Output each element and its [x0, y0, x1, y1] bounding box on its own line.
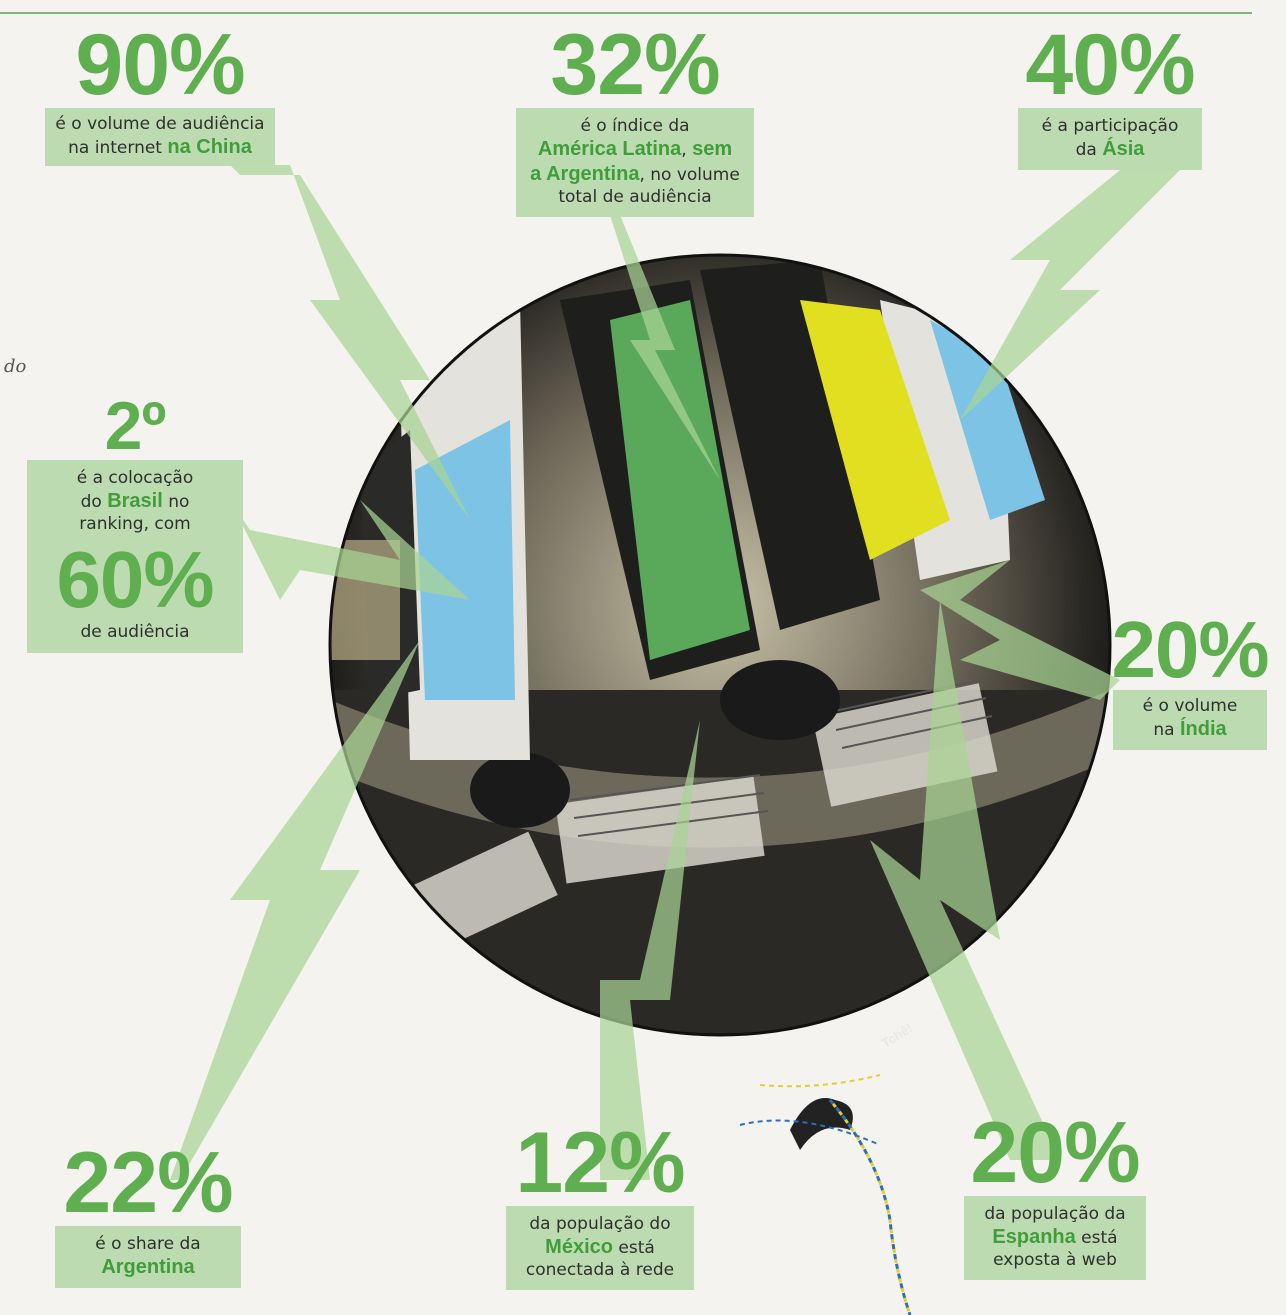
stat-asia: 40% é a participação da Ásia	[990, 17, 1230, 171]
highlight-asia: Ásia	[1102, 138, 1145, 161]
highlight-mexico: México	[545, 1236, 613, 1259]
highlight-brasil: Brasil	[107, 490, 163, 513]
highlight-china: na China	[167, 136, 252, 159]
stat-espanha-value: 20%	[970, 1105, 1140, 1201]
stat-china-caption: é o volume de audiência na internet na C…	[45, 108, 275, 167]
top-rule	[0, 12, 1252, 14]
stat-espanha: 20% da população da Espanha está exposta…	[935, 1110, 1175, 1280]
stat-brasil-caption: é a colocação do Brasil no ranking, com …	[27, 460, 243, 653]
stat-asia-caption: é a participação da Ásia	[1017, 108, 1203, 171]
stat-india-caption: é o volume na Índia	[1112, 690, 1268, 751]
bolt-argentina	[110, 640, 420, 1180]
highlight-espanha: Espanha	[992, 1226, 1076, 1249]
stat-brasil: 2º é a colocação do Brasil no ranking, c…	[20, 392, 250, 653]
stat-argentina-caption: é o share da Argentina	[55, 1226, 241, 1289]
screen-blue-right	[930, 320, 1045, 520]
stat-espanha-caption: da população da Espanha está exposta à w…	[964, 1196, 1146, 1280]
stat-asia-value: 40%	[1025, 17, 1195, 113]
stat-argentina-value: 22%	[63, 1135, 233, 1231]
bolt-india	[920, 560, 1120, 700]
bolt-mexico	[600, 720, 700, 1180]
stat-latam-value: 32%	[550, 17, 720, 113]
bolt-china	[230, 165, 470, 520]
highlight-india: Índia	[1179, 718, 1227, 741]
stat-mexico-caption: da população do México está conectada à …	[505, 1206, 695, 1290]
highlight-argentina: Argentina	[101, 1256, 195, 1279]
highlight-america-latina: América Latina	[537, 138, 682, 161]
stat-latam: 32% é o índice da América Latina, sem a …	[470, 22, 800, 217]
balloon-knot	[790, 1098, 853, 1150]
stat-mexico-value: 12%	[515, 1115, 685, 1211]
highlight-argentina-excl: a Argentina	[530, 163, 640, 186]
screen-green	[610, 300, 750, 660]
stat-brasil-value: 60%	[56, 534, 214, 624]
stat-argentina: 22% é o share da Argentina	[28, 1135, 268, 1289]
screen-yellow	[800, 300, 950, 560]
stat-china-value: 90%	[75, 17, 245, 113]
screen-blue-left	[415, 420, 515, 700]
bolt-latam	[560, 215, 720, 480]
bolt-espanha	[870, 600, 1060, 1160]
bolt-brasil	[230, 500, 470, 600]
stat-india: 20% é o volume na Índia	[1095, 605, 1285, 751]
bolt-asia	[960, 170, 1180, 420]
balloon-string	[828, 1099, 912, 1315]
stat-china: 90% é o volume de audiência na internet …	[30, 17, 290, 167]
stat-latam-caption: é o índice da América Latina, sem a Arge…	[516, 108, 754, 217]
side-note: do	[4, 356, 27, 377]
stat-brasil-rank: 2º	[104, 388, 167, 464]
stat-india-value: 20%	[1111, 605, 1269, 694]
stat-mexico: 12% da população do México está conectad…	[480, 1120, 720, 1290]
